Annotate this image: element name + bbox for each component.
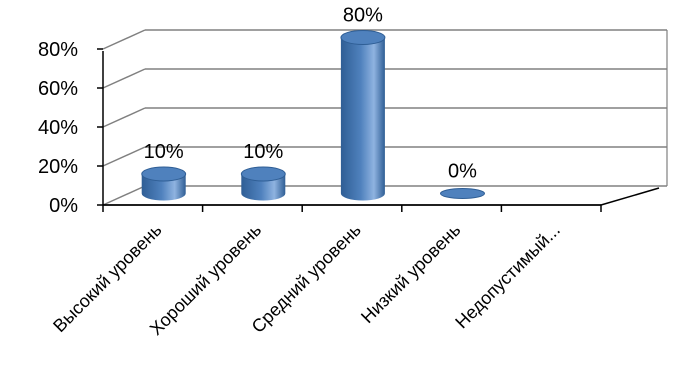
bar <box>141 174 186 201</box>
x-tick-label: Средний уровень <box>248 220 365 337</box>
gridline-side <box>102 29 146 50</box>
floor-edge <box>600 187 660 206</box>
bar <box>241 174 286 201</box>
x-tick-label: Недопустимый... <box>451 220 564 333</box>
y-tick-label: 20% <box>38 156 78 178</box>
y-tick-label: 60% <box>38 78 78 100</box>
x-tick-label: Высокий уровень <box>49 220 165 336</box>
data-label: 10% <box>243 141 283 163</box>
data-label: 10% <box>144 141 184 163</box>
bar-top <box>141 166 187 182</box>
data-label: 80% <box>343 5 383 27</box>
data-label: 0% <box>448 161 477 183</box>
bar-top <box>340 30 386 45</box>
gridline-side <box>102 107 146 128</box>
gridline-side <box>102 68 146 89</box>
gridline-side <box>102 185 146 206</box>
y-tick-label: 0% <box>49 195 78 217</box>
y-tick-label: 40% <box>38 117 78 139</box>
bar-top <box>440 188 485 199</box>
y-tick-label: 80% <box>38 39 78 61</box>
bar-top <box>240 166 286 182</box>
gridline-side <box>102 146 146 167</box>
x-tick-label: Низкий уровень <box>357 220 464 327</box>
x-tick-label: Хороший уровень <box>146 220 265 339</box>
bar <box>340 37 385 201</box>
